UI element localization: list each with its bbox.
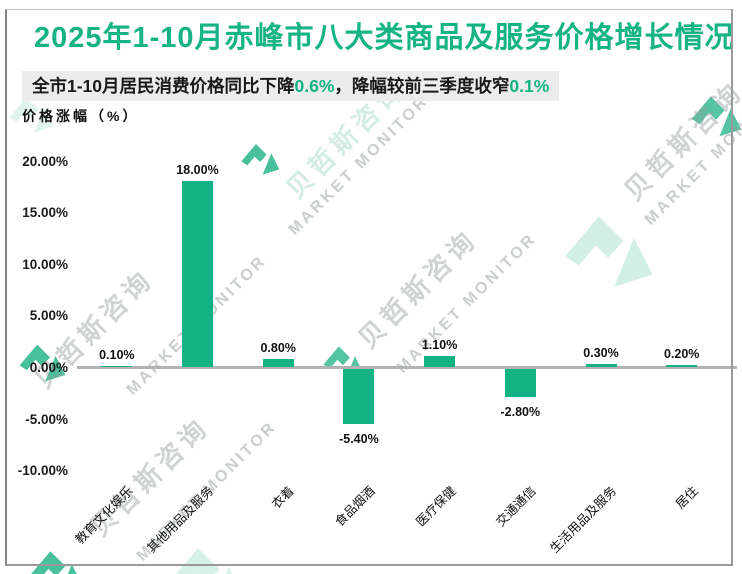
bar-value-label: -2.80% bbox=[500, 405, 541, 419]
chart-bar bbox=[504, 369, 536, 397]
chart-bar bbox=[182, 181, 213, 367]
bar-value-label: 0.80% bbox=[260, 341, 296, 355]
bar-value-label: -5.40% bbox=[339, 432, 379, 446]
chart-bar bbox=[666, 365, 698, 367]
chart-bar bbox=[585, 364, 617, 367]
chart-bar bbox=[424, 356, 456, 367]
chart-bar bbox=[343, 369, 375, 424]
y-axis-tick-label: 15.00% bbox=[22, 205, 68, 221]
subtitle-text: ，降幅较前三季度收窄 bbox=[334, 76, 510, 96]
y-axis-tick-label: 20.00% bbox=[22, 153, 68, 169]
chart-bar bbox=[101, 366, 133, 367]
x-axis-line bbox=[77, 366, 737, 369]
y-axis-tick-label: 5.00% bbox=[29, 308, 68, 324]
bar-value-label: 0.10% bbox=[99, 348, 135, 362]
y-axis-unit-label: 价格涨幅（%） bbox=[22, 108, 140, 124]
bar-value-label: 18.00% bbox=[176, 163, 219, 177]
y-axis-tick-label: -10.00% bbox=[17, 463, 68, 479]
chart-bar bbox=[262, 359, 294, 367]
y-axis-tick-label: 10.00% bbox=[22, 256, 68, 272]
bar-value-label: 0.20% bbox=[663, 347, 700, 361]
chart-subtitle: 全市1-10月居民消费价格同比下降0.6%，降幅较前三季度收窄0.1% bbox=[22, 71, 560, 101]
subtitle-highlight-value: 0.6% bbox=[294, 76, 335, 96]
subtitle-highlight-value: 0.1% bbox=[509, 76, 550, 96]
bar-value-label: 0.30% bbox=[583, 346, 619, 360]
subtitle-text: 全市1-10月居民消费价格同比下降 bbox=[32, 76, 295, 96]
bar-value-label: 1.10% bbox=[421, 338, 458, 352]
y-axis-tick-label: -5.00% bbox=[25, 411, 68, 427]
chart-title: 2025年1-10月赤峰市八大类商品及服务价格增长情况 bbox=[34, 22, 735, 54]
y-axis-tick-label: 0.00% bbox=[29, 360, 68, 375]
chart-frame-border bbox=[5, 9, 733, 566]
